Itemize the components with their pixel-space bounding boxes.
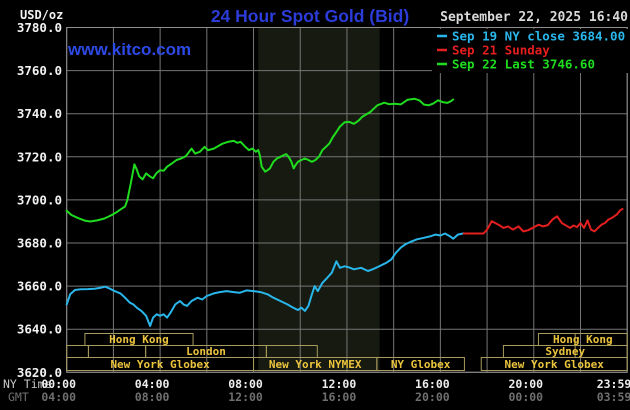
gmt-axis-title: GMT — [8, 390, 29, 404]
y-tick-label: 3760.0 — [17, 63, 62, 78]
x-tick-gmt-time: 00:00 — [508, 390, 543, 404]
series-line-2 — [65, 97, 455, 223]
x-tick-gmt-time: 08:00 — [135, 390, 170, 404]
y-tick-label: 3680.0 — [17, 236, 62, 251]
y-axis-labels: 3780.0 3760.0 3740.0 3720.0 3700.0 3680.0 3660… — [17, 20, 62, 380]
plot-border — [66, 27, 628, 373]
y-tick-label: 3740.0 — [17, 106, 62, 121]
series-layer — [65, 97, 624, 327]
legend-label: Sep 19 NY close 3684.00 — [452, 29, 625, 44]
x-tick-gmt-time: 16:00 — [322, 390, 357, 404]
y-tick-label: 3620.0 — [17, 365, 62, 380]
y-tick-label: 3640.0 — [17, 322, 62, 337]
ny-time-axis-title: NY Time — [3, 377, 52, 391]
x-tick-ny-time: 12:00 — [322, 377, 357, 391]
y-tick-label: 3720.0 — [17, 149, 62, 164]
session-label: New York NYMEX — [269, 358, 362, 371]
series-line-0 — [65, 232, 465, 327]
x-axis-labels: NY TimeGMT00:0004:0004:0008:0008:0012:00… — [3, 377, 630, 404]
session-box — [376, 357, 465, 371]
datetime-label: September 22, 2025 16:40 — [440, 10, 628, 25]
series-line-1 — [462, 208, 624, 235]
session-label: Sydney — [545, 345, 585, 358]
x-tick-ny-time: 23:59 — [597, 377, 630, 391]
y-tick-label: 3780.0 — [17, 20, 62, 35]
legend-label: Sep 21 Sunday — [452, 43, 550, 58]
legend-background — [432, 29, 629, 73]
x-tick-gmt-time: 03:59 — [597, 390, 630, 404]
x-tick-ny-time: 16:00 — [415, 377, 450, 391]
x-tick-gmt-time: 12:00 — [228, 390, 263, 404]
session-label: Hong Kong — [109, 333, 169, 346]
session-label: London — [186, 345, 226, 358]
x-tick-ny-time: 04:00 — [135, 377, 170, 391]
session-label: New York Globex — [505, 358, 605, 371]
session-label: Hong Kong — [553, 333, 613, 346]
y-tick-label: 3700.0 — [17, 192, 62, 207]
x-tick-gmt-time: 04:00 — [41, 390, 76, 404]
legend-label: Sep 22 Last 3746.60 — [452, 57, 595, 72]
x-tick-gmt-time: 20:00 — [415, 390, 450, 404]
unit-label: USD/oz — [20, 8, 63, 22]
page-title: 24 Hour Spot Gold (Bid) — [211, 6, 409, 26]
y-tick-label: 3660.0 — [17, 279, 62, 294]
x-tick-ny-time: 20:00 — [508, 377, 543, 391]
x-tick-ny-time: 00:00 — [41, 377, 76, 391]
session-box — [480, 357, 628, 371]
session-label: NY Globex — [391, 358, 451, 371]
grid-layer — [66, 27, 628, 373]
kitco-watermark-link[interactable]: www.kitco.com — [67, 40, 191, 59]
x-tick-ny-time: 08:00 — [228, 377, 263, 391]
session-label: New York Globex — [110, 358, 210, 371]
